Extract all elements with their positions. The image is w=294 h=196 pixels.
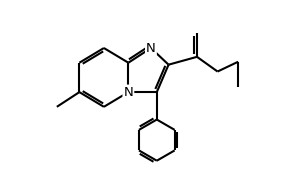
- Text: N: N: [123, 86, 133, 99]
- Text: N: N: [146, 42, 156, 54]
